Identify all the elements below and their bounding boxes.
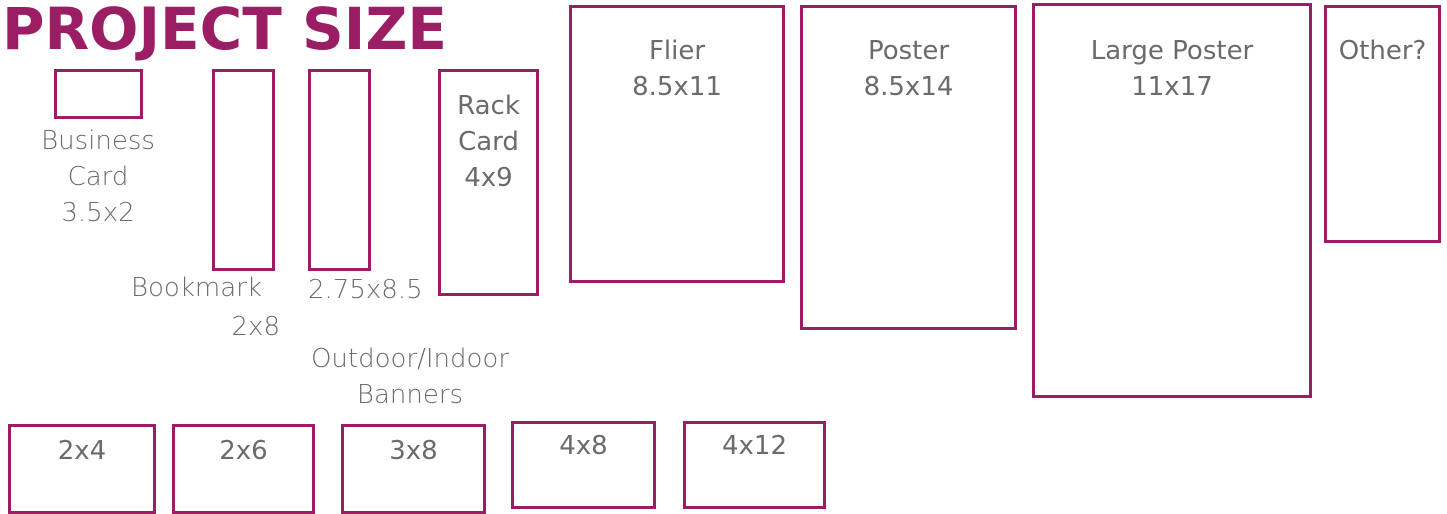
- large-poster-box: Large Poster 11x17: [1032, 3, 1312, 398]
- flier-size: 8.5x11: [632, 72, 722, 102]
- banners-heading: Outdoor/Indoor Banners: [290, 341, 530, 413]
- bookmark-size: 2x8: [231, 312, 280, 342]
- banner-box-3x8: 3x8: [341, 424, 486, 514]
- page-title: PROJECT SIZE: [2, 0, 448, 63]
- banner-size-label: 4x8: [559, 431, 608, 461]
- flier-name: Flier: [648, 36, 706, 66]
- rack-card-name-line-1: Rack: [457, 91, 520, 121]
- banner-box-2x4: 2x4: [8, 424, 156, 514]
- banner-box-4x12: 4x12: [683, 421, 826, 509]
- bookmark-name: Bookmark: [131, 273, 262, 303]
- poster-name: Poster: [867, 36, 950, 66]
- business-card-label: Business Card 3.5x2: [24, 123, 172, 231]
- business-card-name-line-2: Card: [67, 162, 129, 192]
- bookmark-box: [212, 69, 275, 271]
- flier-box: Flier 8.5x11: [569, 5, 785, 283]
- banner-box-4x8: 4x8: [511, 421, 656, 509]
- large-poster-name: Large Poster: [1090, 36, 1254, 66]
- banner-size-label: 4x12: [721, 431, 787, 461]
- bookmark-alt-size: 2.75x8.5: [308, 275, 423, 305]
- banner-size-label: 2x6: [219, 436, 268, 466]
- rack-card-size: 4x9: [464, 163, 513, 193]
- business-card-size: 3.5x2: [61, 198, 135, 228]
- other-name: Other?: [1338, 36, 1427, 66]
- other-box: Other?: [1324, 5, 1441, 243]
- banner-size-label: 2x4: [57, 436, 107, 466]
- bookmark-alt-box: [308, 69, 371, 271]
- banners-heading-line-2: Banners: [356, 380, 464, 410]
- poster-size: 8.5x14: [863, 72, 954, 102]
- banner-size-label: 3x8: [389, 436, 438, 466]
- rack-card-box: Rack Card 4x9: [438, 69, 539, 296]
- business-card-box: [54, 69, 143, 119]
- banner-box-2x6: 2x6: [172, 424, 315, 514]
- rack-card-name-line-2: Card: [458, 127, 519, 157]
- large-poster-size: 11x17: [1131, 72, 1213, 102]
- banners-heading-line-1: Outdoor/Indoor: [310, 344, 510, 374]
- business-card-name-line-1: Business: [41, 126, 155, 156]
- poster-box: Poster 8.5x14: [800, 5, 1017, 330]
